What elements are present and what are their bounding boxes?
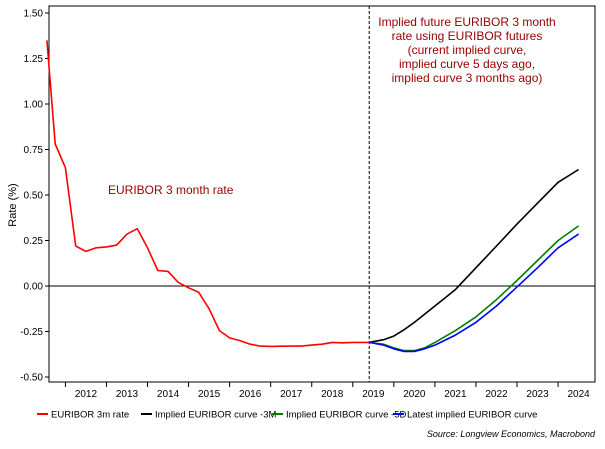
legend-label-1: Implied EURIBOR curve -3M xyxy=(155,410,277,421)
series-layer xyxy=(46,40,580,353)
x-tick-label-2019: 2019 xyxy=(362,389,385,400)
series-line-1 xyxy=(369,168,580,344)
x-tick-label-2015: 2015 xyxy=(198,389,221,400)
source-note: Source: Longview Economics, Macrobond xyxy=(427,429,596,439)
y-axis-label: Rate (%) xyxy=(7,183,19,226)
future-annotation-line-3: implied curve 5 days ago, xyxy=(399,57,535,71)
euribor-annotation: EURIBOR 3 month rate xyxy=(108,183,234,197)
legend-label-3: Latest implied EURIBOR curve xyxy=(407,410,537,421)
future-annotation-line-2: (current implied curve, xyxy=(408,43,527,57)
legend-label-2: Implied EURIBOR curve -5D xyxy=(286,410,407,421)
legend-label-0: EURIBOR 3m rate xyxy=(51,410,129,421)
plot-frame xyxy=(48,5,596,383)
x-tick-label-2024: 2024 xyxy=(567,389,590,400)
series-line-2 xyxy=(369,225,580,352)
y-tick-label-0: 1.50 xyxy=(24,9,44,20)
x-tick-label-2020: 2020 xyxy=(403,389,426,400)
x-tick-label-2014: 2014 xyxy=(157,389,180,400)
x-tick-label-2012: 2012 xyxy=(75,389,98,400)
y-tick-label-3: 0.75 xyxy=(24,145,44,156)
x-tick-label-2013: 2013 xyxy=(116,389,139,400)
legend: EURIBOR 3m rate Implied EURIBOR curve -3M… xyxy=(37,410,537,421)
x-tick-label-2016: 2016 xyxy=(239,389,262,400)
future-annotation-line-4: implied curve 3 months ago) xyxy=(392,71,543,85)
y-tick-label-2: 1.00 xyxy=(24,100,44,111)
x-tick-label-2018: 2018 xyxy=(321,389,344,400)
y-tick-label-8: -0.50 xyxy=(20,373,43,384)
future-annotation-line-0: Implied future EURIBOR 3 month xyxy=(378,15,555,29)
y-tick-label-6: 0.00 xyxy=(24,282,44,293)
x-tick-label-2017: 2017 xyxy=(280,389,303,400)
y-tick-label-5: 0.25 xyxy=(24,236,44,247)
x-axis: 2012 2013 2014 2015 2016 2017 2018 2019 2020 2021… xyxy=(64,382,590,400)
x-tick-label-2022: 2022 xyxy=(485,389,508,400)
y-tick-label-1: 1.25 xyxy=(24,54,44,65)
y-axis: 1.50 1.25 1.00 0.75 0.50 0.25 0.00 -0.25 -0.50 xyxy=(20,9,49,384)
y-tick-label-7: -0.25 xyxy=(20,327,43,338)
series-line-3 xyxy=(369,233,580,353)
y-tick-label-4: 0.50 xyxy=(24,191,44,202)
x-tick-label-2021: 2021 xyxy=(444,389,467,400)
future-annotation-line-1: rate using EURIBOR futures xyxy=(392,29,543,43)
x-tick-label-2023: 2023 xyxy=(526,389,549,400)
series-line-0 xyxy=(46,40,370,348)
